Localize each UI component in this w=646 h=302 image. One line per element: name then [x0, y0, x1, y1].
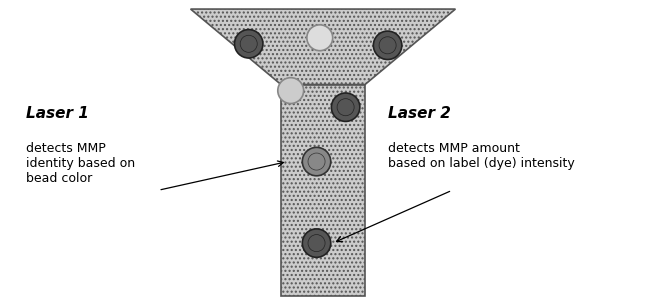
Polygon shape	[191, 9, 455, 85]
Ellipse shape	[302, 229, 331, 257]
Text: Laser 1: Laser 1	[26, 106, 89, 121]
Polygon shape	[281, 85, 365, 296]
Ellipse shape	[234, 30, 263, 58]
Ellipse shape	[307, 25, 333, 51]
Ellipse shape	[278, 78, 304, 104]
Ellipse shape	[331, 93, 360, 121]
Ellipse shape	[302, 147, 331, 176]
Text: detects MMP amount
based on label (dye) intensity: detects MMP amount based on label (dye) …	[388, 142, 574, 170]
Ellipse shape	[373, 31, 402, 59]
Text: Laser 2: Laser 2	[388, 106, 450, 121]
Text: detects MMP
identity based on
bead color: detects MMP identity based on bead color	[26, 142, 135, 185]
